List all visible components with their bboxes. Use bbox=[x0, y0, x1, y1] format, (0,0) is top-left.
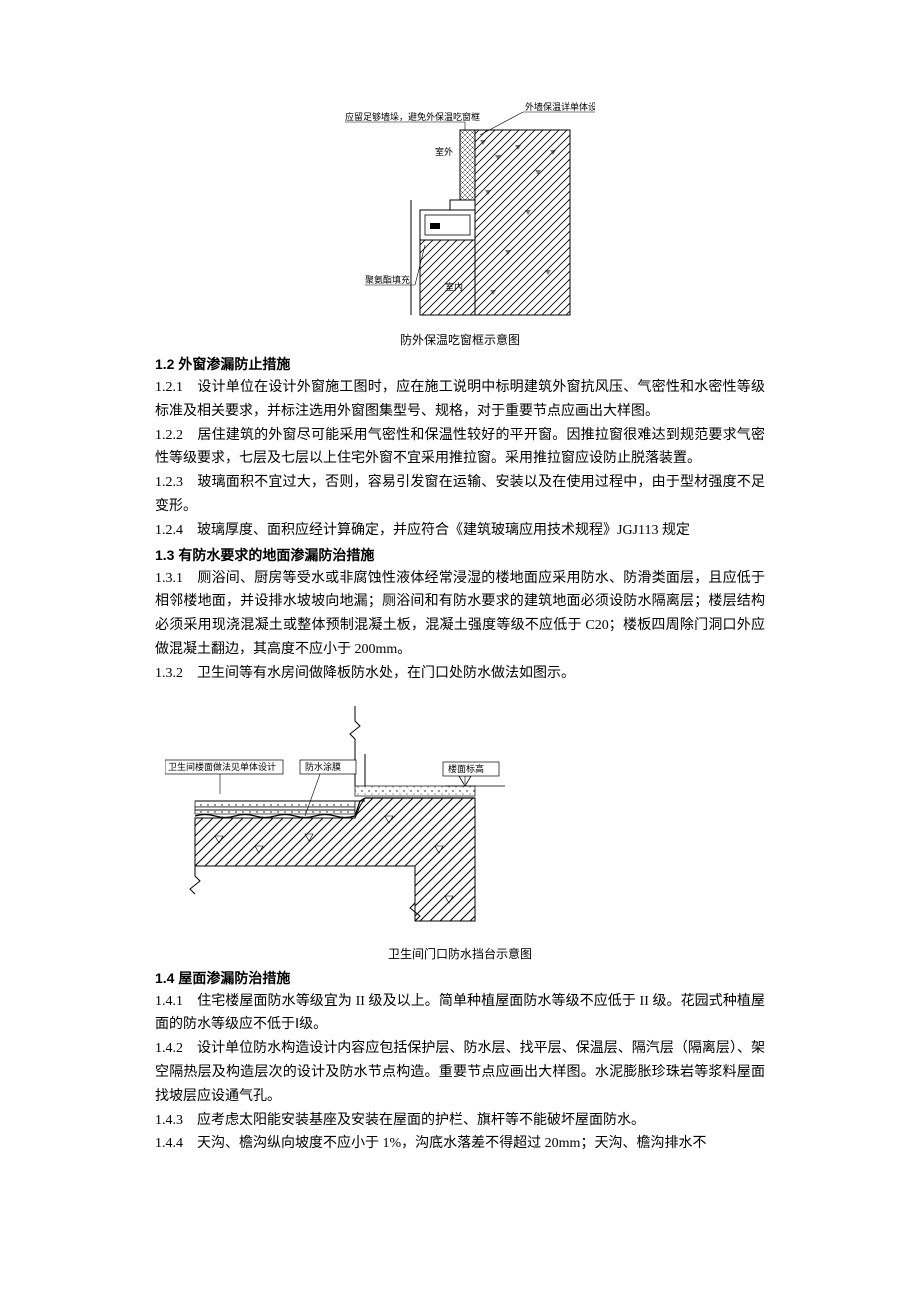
para-1-2-3: 1.2.3 玻璃面积不宜过大，否则，容易引发窗在运输、安装以及在使用过程中，由于… bbox=[155, 471, 765, 519]
fig2-label-left: 卫生间楼面做法见单体设计 bbox=[168, 761, 276, 772]
figure-2-diagram: 卫生间楼面做法见单体设计 防水涂膜 楼面标高 bbox=[165, 706, 525, 926]
para-1-2-1: 1.2.1 设计单位在设计外窗施工图时，应在施工说明中标明建筑外窗抗风压、气密性… bbox=[155, 376, 765, 424]
heading-1-3: 1.3 有防水要求的地面渗漏防治措施 bbox=[155, 545, 765, 565]
figure-1-diagram: 应留足够墙垛，避免外保温吃窗框 外墙保温详单体设计 室外 聚氨酯填充 室内 bbox=[325, 100, 595, 320]
figure-1-container: 应留足够墙垛，避免外保温吃窗框 外墙保温详单体设计 室外 聚氨酯填充 室内 bbox=[155, 100, 765, 325]
para-1-3-2: 1.3.2 卫生间等有水房间做降板防水处，在门口处防水做法如图示。 bbox=[155, 662, 765, 686]
para-1-3-1: 1.3.1 厕浴间、厨房等受水或非腐蚀性液体经常浸湿的楼地面应采用防水、防滑类面… bbox=[155, 567, 765, 662]
fig2-label-right: 楼面标高 bbox=[448, 763, 484, 774]
figure-1-caption: 防外保温吃窗框示意图 bbox=[155, 331, 765, 348]
figure-2-container: 卫生间楼面做法见单体设计 防水涂膜 楼面标高 bbox=[155, 706, 765, 931]
para-1-4-1: 1.4.1 住宅楼屋面防水等级宜为 II 级及以上。简单种植屋面防水等级不应低于… bbox=[155, 990, 765, 1038]
fig1-label-top-left: 应留足够墙垛，避免外保温吃窗框 bbox=[345, 111, 480, 122]
para-1-4-2: 1.4.2 设计单位防水构造设计内容应包括保护层、防水层、找平层、保温层、隔汽层… bbox=[155, 1037, 765, 1108]
heading-1-2: 1.2 外窗渗漏防止措施 bbox=[155, 354, 765, 374]
para-1-2-4: 1.2.4 玻璃厚度、面积应经计算确定，并应符合《建筑玻璃应用技术规程》JGJ1… bbox=[155, 519, 765, 543]
document-page: 应留足够墙垛，避免外保温吃窗框 外墙保温详单体设计 室外 聚氨酯填充 室内 防外… bbox=[0, 0, 920, 1216]
fig1-label-foam: 聚氨酯填充 bbox=[365, 274, 410, 285]
fig1-label-outdoor: 室外 bbox=[435, 146, 453, 157]
fig1-label-top-right: 外墙保温详单体设计 bbox=[525, 101, 595, 112]
figure-2-caption: 卫生间门口防水挡台示意图 bbox=[155, 945, 765, 962]
para-1-4-3: 1.4.3 应考虑太阳能安装基座及安装在屋面的护栏、旗杆等不能破坏屋面防水。 bbox=[155, 1109, 765, 1133]
heading-1-4: 1.4 屋面渗漏防治措施 bbox=[155, 968, 765, 988]
fig2-label-mid: 防水涂膜 bbox=[305, 761, 341, 772]
fig1-label-indoor: 室内 bbox=[445, 281, 463, 292]
para-1-4-4: 1.4.4 天沟、檐沟纵向坡度不应小于 1%，沟底水落差不得超过 20mm；天沟… bbox=[155, 1132, 765, 1156]
para-1-2-2: 1.2.2 居住建筑的外窗尽可能采用气密性和保温性较好的平开窗。因推拉窗很难达到… bbox=[155, 424, 765, 472]
